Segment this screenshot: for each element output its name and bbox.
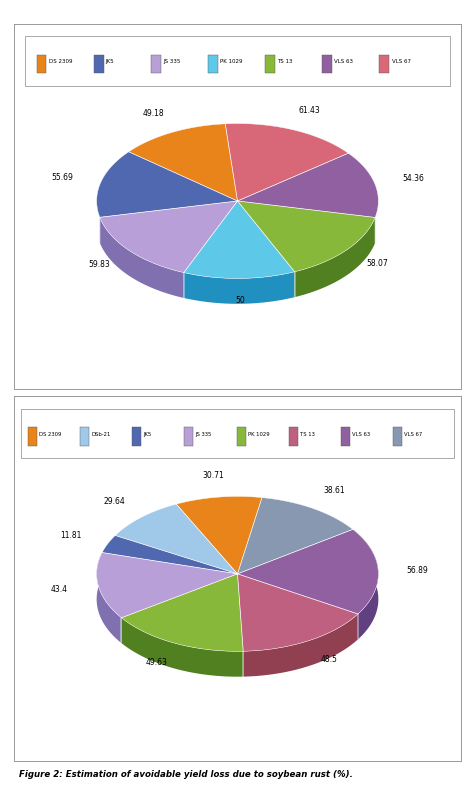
Text: VLS 63: VLS 63 (352, 433, 370, 437)
Bar (184, 428, 193, 446)
Text: DS 2309: DS 2309 (48, 60, 72, 64)
Text: 58.07: 58.07 (366, 259, 388, 268)
Polygon shape (184, 201, 294, 279)
Bar (94, 55, 104, 73)
Polygon shape (122, 574, 243, 652)
Bar (21, 409, 454, 458)
Polygon shape (96, 553, 238, 618)
Text: 54.36: 54.36 (402, 174, 424, 184)
Polygon shape (96, 152, 238, 217)
Bar (265, 55, 275, 73)
Text: 61.43: 61.43 (298, 105, 320, 115)
Polygon shape (225, 123, 348, 201)
Polygon shape (122, 618, 243, 677)
Polygon shape (96, 553, 122, 643)
Bar (341, 428, 350, 446)
Text: PK 1029: PK 1029 (220, 60, 243, 64)
Polygon shape (238, 498, 353, 574)
Text: 29.64: 29.64 (104, 497, 125, 506)
Bar (26, 36, 449, 86)
Text: 49.63: 49.63 (146, 658, 168, 667)
Polygon shape (243, 614, 358, 677)
Bar (237, 428, 246, 446)
Bar (289, 428, 298, 446)
Text: JS 335: JS 335 (163, 60, 180, 64)
Bar (151, 55, 161, 73)
Text: 11.81: 11.81 (61, 531, 82, 540)
Text: Figure 2: Estimation of avoidable yield loss due to soybean rust (%).: Figure 2: Estimation of avoidable yield … (19, 770, 353, 779)
Text: DS 2309: DS 2309 (39, 433, 61, 437)
Text: JK5: JK5 (106, 60, 114, 64)
Text: TS 13: TS 13 (300, 433, 315, 437)
Bar (393, 428, 402, 446)
Text: 38.61: 38.61 (323, 486, 345, 495)
Polygon shape (238, 201, 375, 272)
Bar (37, 55, 47, 73)
Polygon shape (238, 153, 379, 217)
Text: 59.83: 59.83 (88, 260, 110, 269)
Text: 48.5: 48.5 (321, 655, 338, 664)
Polygon shape (238, 574, 358, 652)
Polygon shape (100, 217, 184, 298)
Polygon shape (176, 496, 262, 574)
Polygon shape (294, 217, 375, 298)
Text: 30.71: 30.71 (202, 471, 224, 480)
Text: DSb-21: DSb-21 (91, 433, 110, 437)
Text: JS 335: JS 335 (196, 433, 212, 437)
Bar (380, 55, 390, 73)
Bar (132, 428, 141, 446)
Text: 49.18: 49.18 (142, 109, 164, 118)
Text: PK 1029: PK 1029 (248, 433, 269, 437)
Text: 50: 50 (235, 296, 245, 305)
Text: 56.89: 56.89 (407, 566, 428, 575)
Bar (28, 428, 37, 446)
Polygon shape (115, 504, 238, 574)
Polygon shape (353, 529, 379, 639)
Polygon shape (102, 535, 238, 574)
Polygon shape (184, 272, 294, 304)
Text: VLS 67: VLS 67 (391, 60, 410, 64)
Text: 55.69: 55.69 (51, 173, 73, 182)
Bar (323, 55, 332, 73)
Polygon shape (129, 124, 238, 201)
Polygon shape (100, 201, 238, 272)
Text: VLS 63: VLS 63 (334, 60, 353, 64)
Polygon shape (238, 529, 379, 614)
Text: VLS 67: VLS 67 (405, 433, 423, 437)
Text: JK5: JK5 (143, 433, 152, 437)
Bar (208, 55, 218, 73)
Text: 43.4: 43.4 (51, 586, 68, 594)
Bar (80, 428, 89, 446)
Text: TS 13: TS 13 (277, 60, 293, 64)
